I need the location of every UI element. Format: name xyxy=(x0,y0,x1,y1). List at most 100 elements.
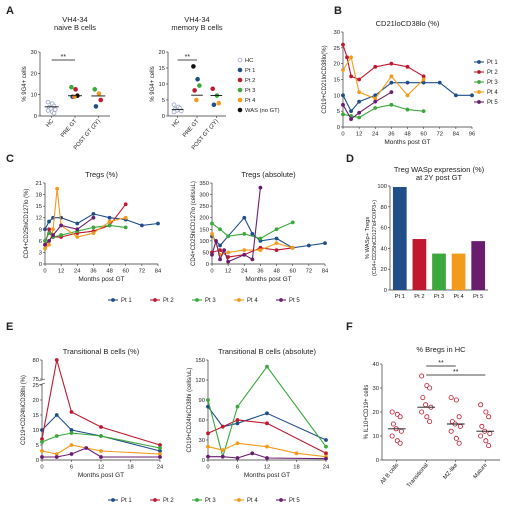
data-point xyxy=(405,64,410,69)
data-point xyxy=(405,107,410,112)
series-line-pt4 xyxy=(207,442,327,458)
data-point xyxy=(206,431,210,436)
data-point xyxy=(274,241,279,246)
legend-marker xyxy=(279,298,283,302)
chart-title: Tregs (%) xyxy=(85,170,118,179)
data-point xyxy=(397,414,403,420)
series-line-pt1 xyxy=(41,414,161,452)
legend-label: Pt 5 xyxy=(289,298,300,304)
chart-B: CD21loCD38lo (%) 0 12 24 36 48 60 72 84 96 0 5 10 15 2… xyxy=(322,19,498,146)
data-point xyxy=(453,93,458,98)
y-tick-label: 15 xyxy=(159,66,165,72)
data-point xyxy=(139,223,144,228)
data-point xyxy=(456,414,462,420)
data-point xyxy=(242,232,247,236)
x-tick-label: 12 xyxy=(225,269,231,275)
data-point xyxy=(242,215,247,220)
legend-marker xyxy=(237,498,241,502)
x-tick-label: Pt 2 xyxy=(414,294,424,300)
x-tick-label: PRE GT xyxy=(60,118,79,139)
data-point xyxy=(123,225,128,230)
data-point xyxy=(290,245,295,250)
data-point xyxy=(265,364,269,369)
legend-label: Pt 3 xyxy=(245,88,255,94)
data-point xyxy=(40,440,44,444)
data-point xyxy=(421,77,426,82)
data-point xyxy=(265,444,269,449)
data-point xyxy=(324,451,328,456)
legend-marker xyxy=(477,90,481,94)
data-point xyxy=(487,431,493,437)
legend-C: Pt 1 Pt 2 Pt 3 Pt 4 Pt 5 xyxy=(108,298,300,304)
x-tick-label: Pt 3 xyxy=(434,294,444,300)
legend-label: Pt 1 xyxy=(487,60,498,66)
legend-label: Pt 2 xyxy=(163,298,174,304)
data-point xyxy=(357,99,362,104)
data-point xyxy=(158,455,162,459)
data-point xyxy=(47,227,51,232)
data-point xyxy=(242,252,247,257)
y-tick-label: 10 xyxy=(31,93,37,99)
data-point xyxy=(453,397,459,403)
data-point xyxy=(171,109,177,115)
data-point xyxy=(389,102,394,107)
y-tick-label: 20 xyxy=(373,410,379,416)
bar-pt3 xyxy=(432,253,446,290)
data-point xyxy=(427,385,433,391)
x-tick-label: 12 xyxy=(264,465,270,471)
x-tick-label: 72 xyxy=(139,269,145,275)
x-tick-label: 6 xyxy=(236,465,239,471)
x-tick-label: HC xyxy=(171,118,181,128)
x-tick-label: 72 xyxy=(306,269,312,275)
x-tick-label: All B cells xyxy=(380,462,401,485)
data-point xyxy=(373,96,378,101)
data-point xyxy=(75,235,80,239)
x-tick-label: Pt 1 xyxy=(395,294,405,300)
x-tick-label: Mature xyxy=(473,462,489,480)
series-line-pt2 xyxy=(41,359,161,446)
x-tick-label: 0 xyxy=(43,269,46,275)
y-tick-label: 100 xyxy=(377,184,387,190)
data-point xyxy=(373,64,378,69)
data-point xyxy=(51,110,57,116)
data-point xyxy=(43,238,47,243)
data-point xyxy=(171,102,177,108)
data-point xyxy=(91,215,96,220)
data-point xyxy=(483,438,489,444)
data-point xyxy=(40,437,44,441)
data-point xyxy=(389,80,394,85)
y-tick-label: 0 xyxy=(206,262,209,268)
x-axis-label: Months post GT xyxy=(245,276,291,283)
legend-label: Pt 1 xyxy=(121,498,132,504)
y-tick-label: 60 xyxy=(199,418,205,424)
panel-letter: A xyxy=(6,5,14,17)
legend-marker xyxy=(153,298,157,302)
data-point xyxy=(258,185,263,190)
y-tick-label: 25 xyxy=(33,383,39,389)
x-tick-label: 18 xyxy=(293,465,299,471)
data-point xyxy=(210,86,216,92)
data-point xyxy=(99,455,103,459)
x-axis-label: Months post GT xyxy=(78,276,124,283)
data-point xyxy=(73,87,78,92)
significance-label: ** xyxy=(185,54,191,61)
legend-marker xyxy=(237,97,243,103)
data-point xyxy=(235,421,240,426)
data-point xyxy=(389,409,395,415)
y-axis-label: % IL10+CD19+ cells xyxy=(364,385,370,440)
y-axis-label: (CD4+CD25hiCD127loFOXP3+) xyxy=(372,200,378,276)
legend-E: Pt 1 Pt 2 Pt 3 Pt 4 Pt 5 xyxy=(108,498,300,504)
data-point xyxy=(69,84,74,90)
y-tick-label: 100 xyxy=(199,239,209,245)
legend-marker xyxy=(237,87,243,93)
data-point xyxy=(389,61,394,66)
data-point xyxy=(107,223,112,228)
data-point xyxy=(357,110,362,115)
data-point xyxy=(45,99,51,105)
chart-title: Tregs (absolute) xyxy=(241,170,296,179)
y-tick-label: 3 xyxy=(39,250,42,256)
data-point xyxy=(218,257,222,262)
x-tick-label: 6 xyxy=(70,465,73,471)
data-point xyxy=(92,87,98,92)
y-axis-label: % 9G4+ cells xyxy=(150,66,156,102)
